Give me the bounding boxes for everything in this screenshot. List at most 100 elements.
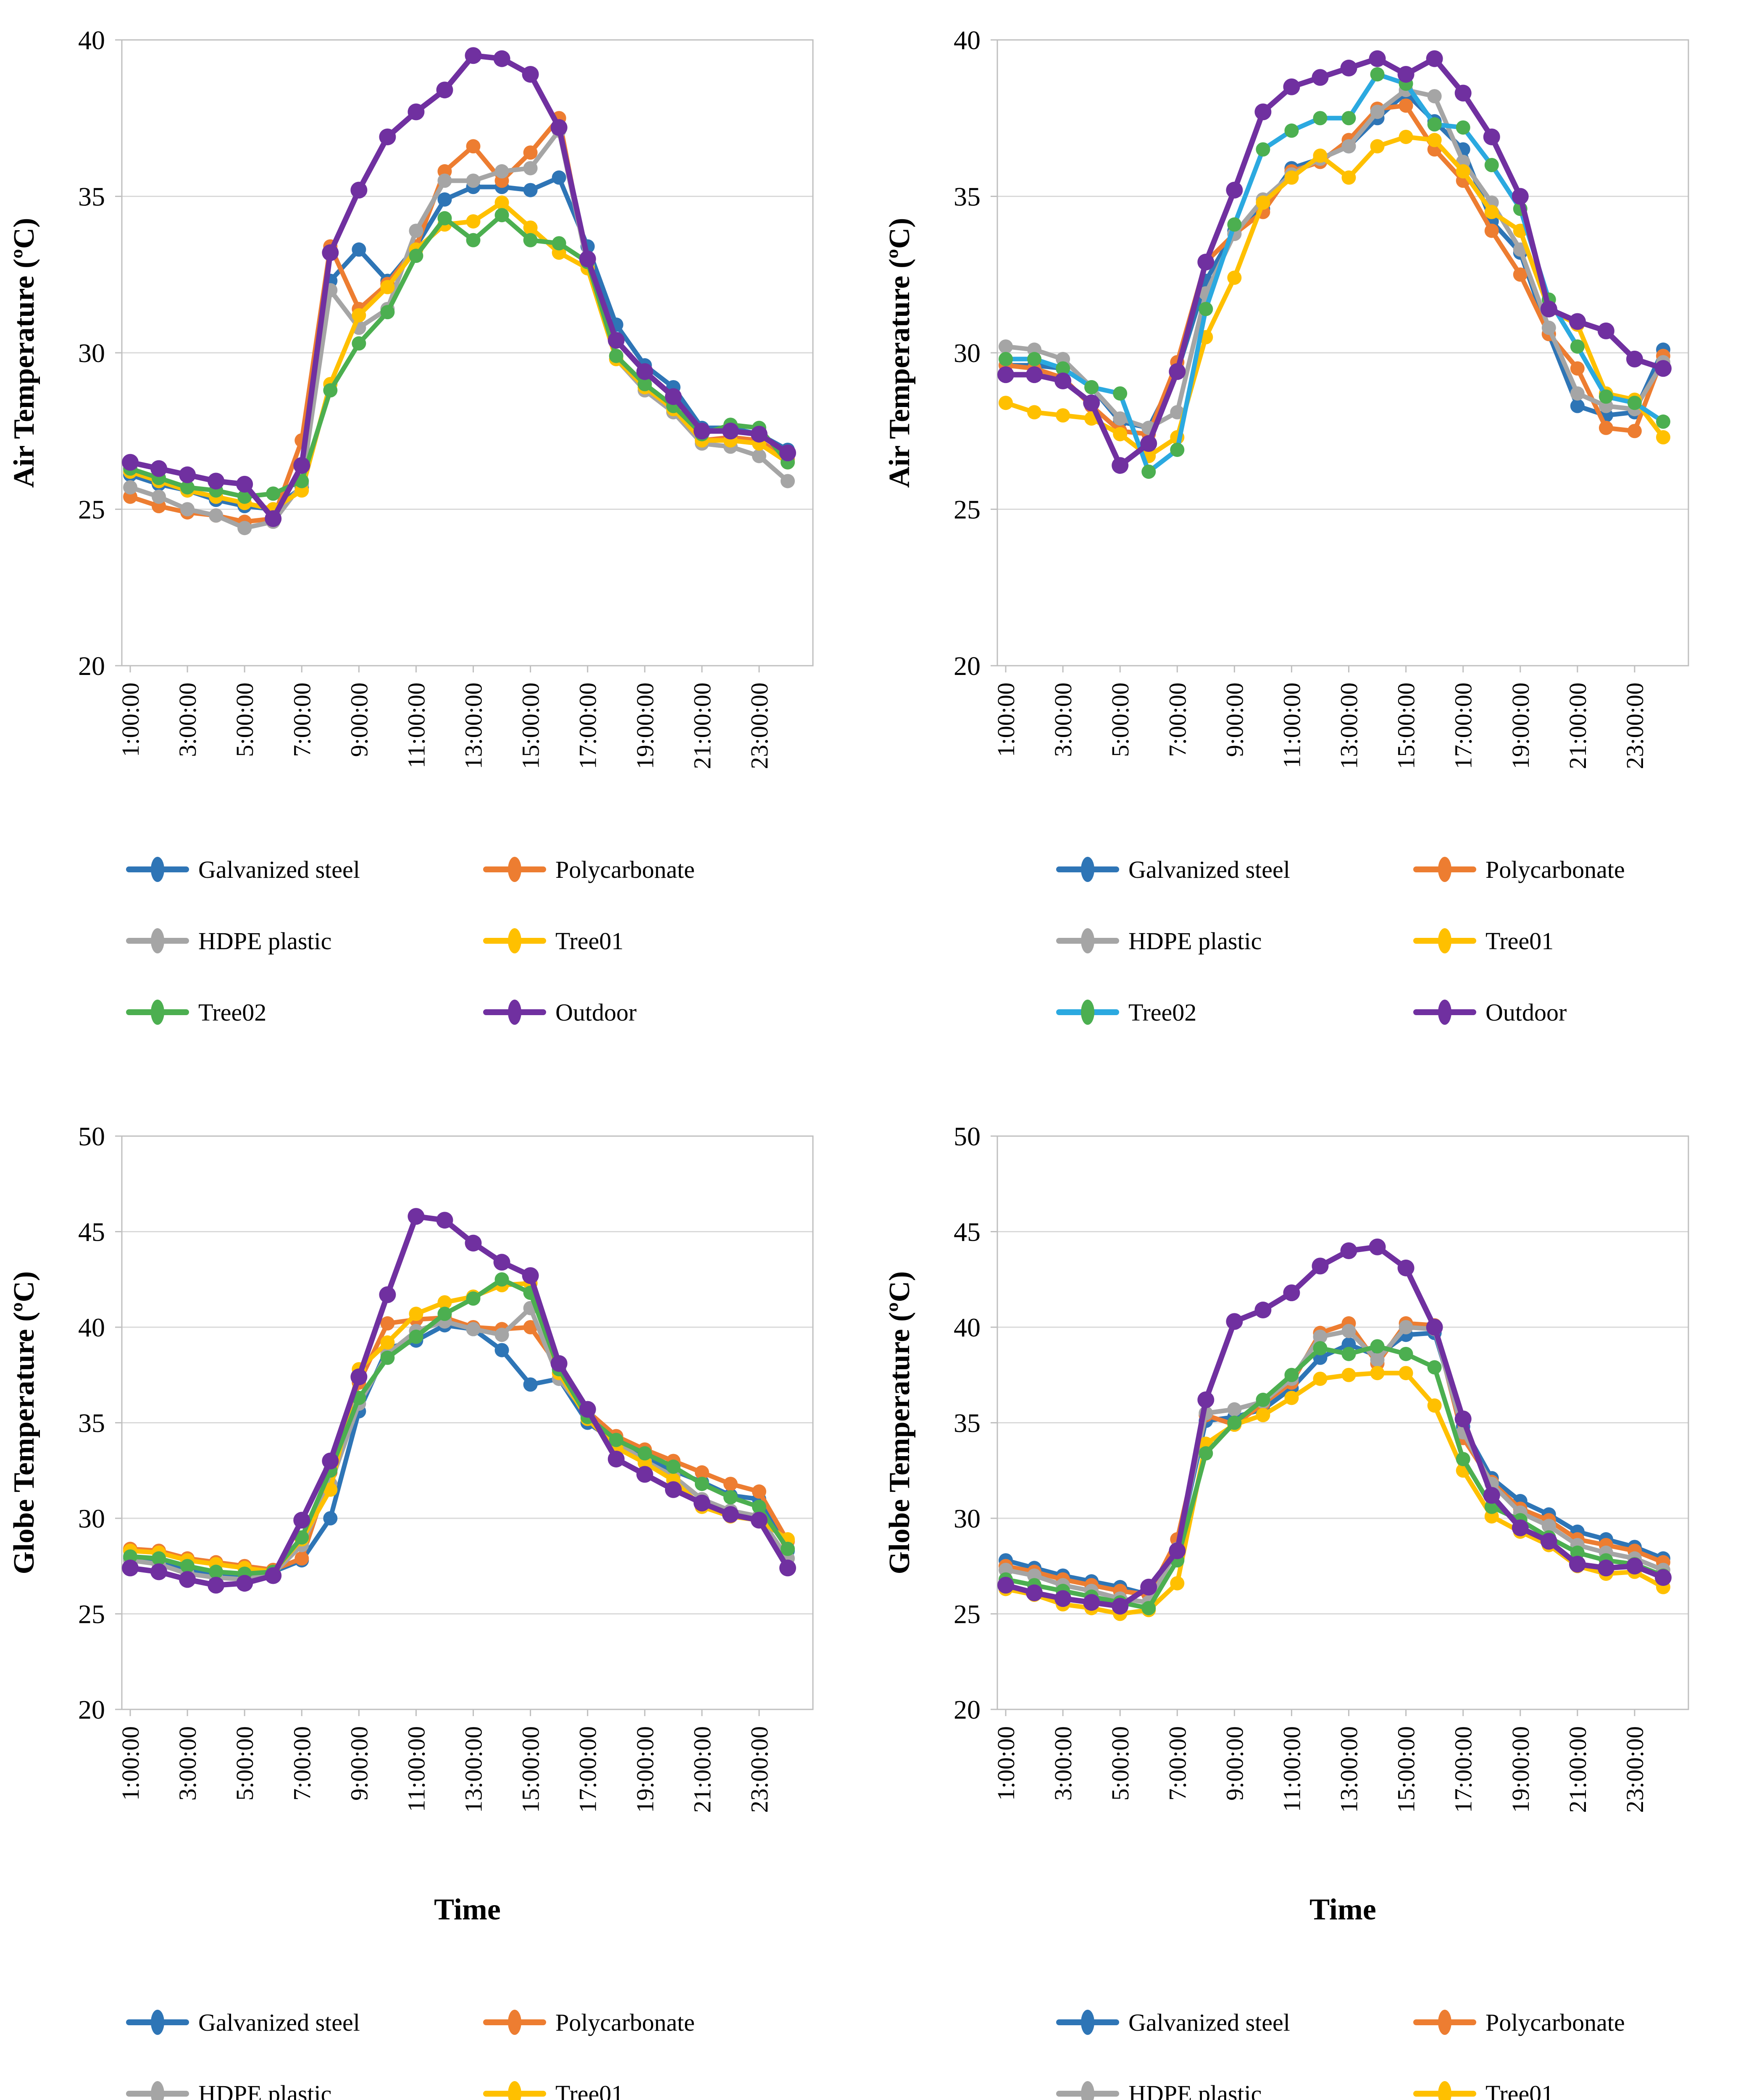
data-point-tree02-h8: [323, 383, 338, 398]
data-point-hdpe-plastic-h14: [1370, 1352, 1385, 1367]
data-point-tree02-h19: [637, 1446, 652, 1461]
data-point-outdoor-h19: [1512, 1519, 1529, 1536]
series-line-polycarbonate: [128, 1315, 790, 1572]
data-point-tree02-h10: [1256, 142, 1270, 157]
legend-marker-hdpe-plastic-icon: [126, 927, 189, 954]
data-point-tree02-h17: [1456, 120, 1470, 135]
data-point-outdoor-h13: [1340, 60, 1357, 77]
data-point-outdoor-h7: [293, 1512, 310, 1529]
data-point-outdoor-h15: [522, 66, 539, 83]
x-tick-label: 23:00:00: [1621, 1726, 1648, 1813]
chart-panel-air-site2: 40 35 30 25 20 1:00:00 3:00:00 5:00:00 7:00:00 9:…: [876, 0, 1751, 834]
data-point-outdoor-h22: [1597, 322, 1614, 339]
legend-item-hdpe-plastic: HDPE plastic: [1056, 905, 1413, 976]
data-point-outdoor-h10: [379, 1286, 396, 1303]
x-tick-label: 9:00:00: [345, 682, 373, 757]
data-point-hdpe-plastic-h11: [409, 223, 423, 238]
series-line-tree02: [1003, 1344, 1666, 1611]
data-point-tree02-h11: [409, 1329, 423, 1344]
series-line-outdoor: [127, 1213, 791, 1588]
data-point-outdoor-h19: [1512, 188, 1529, 205]
data-point-outdoor-h5: [236, 1575, 253, 1592]
y-axis-ticks: 50 45 40 35 30 25 20: [954, 1121, 997, 1725]
data-point-galvanized-steel-h12: [437, 192, 452, 207]
legend-label-tree01: Tree01: [555, 2080, 624, 2100]
data-point-outdoor-h16: [1426, 50, 1443, 67]
data-point-outdoor-h19: [636, 1466, 653, 1483]
data-point-outdoor-h17: [579, 1401, 596, 1418]
legend-marker-hdpe-plastic-icon: [1056, 927, 1119, 954]
data-point-outdoor-h6: [1140, 435, 1157, 452]
x-axis-title: Time: [434, 1893, 501, 1926]
data-point-tree01-h10: [1256, 195, 1270, 210]
x-tick-label: 23:00:00: [1621, 682, 1648, 769]
legend-label-tree01: Tree01: [1485, 2080, 1554, 2100]
x-tick-label: 19:00:00: [1507, 682, 1534, 769]
data-point-tree02-h12: [437, 1307, 452, 1321]
legend-dot: [1081, 1000, 1094, 1025]
x-tick-label: 17:00:00: [574, 1726, 602, 1813]
data-point-tree01-h3: [1056, 408, 1070, 423]
legend-dot: [1438, 2010, 1451, 2035]
data-point-polycarbonate-h23: [752, 1484, 766, 1499]
data-point-tree02-h18: [1484, 158, 1499, 172]
legend-item-outdoor: Outdoor: [483, 976, 840, 1048]
legend-label-galvanized-steel: Galvanized steel: [198, 2008, 360, 2036]
y-axis-ticks: 40 35 30 25 20: [78, 25, 122, 681]
data-point-outdoor-h20: [1540, 1533, 1557, 1550]
data-point-tree02-h21: [694, 1477, 709, 1491]
data-point-outdoor-h16: [550, 119, 568, 136]
data-point-outdoor-h14: [1369, 1238, 1386, 1255]
data-point-tree02-h23: [1627, 396, 1642, 410]
legend-label-polycarbonate: Polycarbonate: [1485, 856, 1625, 883]
data-point-outdoor-h6: [265, 510, 282, 527]
data-point-hdpe-plastic-h20: [1541, 320, 1556, 335]
legend-marker-outdoor-icon: [1413, 999, 1476, 1026]
x-tick-label: 17:00:00: [574, 682, 602, 769]
chart-panel-air-site1: 40 35 30 25 20 1:00:00 3:00:00 5:00:00 7:00:00 9:…: [0, 0, 876, 834]
data-point-polycarbonate-h21: [694, 1465, 709, 1480]
legend-dot: [151, 2010, 164, 2035]
data-point-tree01-h11: [1284, 170, 1299, 185]
data-point-tree01-h12: [1313, 1371, 1328, 1386]
data-point-outdoor-h21: [693, 1494, 710, 1512]
x-tick-label: 7:00:00: [288, 682, 315, 757]
gridlines: [122, 1135, 813, 1614]
data-point-tree02-h14: [1370, 1339, 1385, 1354]
data-point-tree01-h11: [1284, 1391, 1299, 1405]
data-point-hdpe-plastic-h24: [781, 474, 795, 488]
data-point-tree02-h16: [552, 236, 566, 251]
series-tree02: [123, 1272, 795, 1581]
data-point-hdpe-plastic-h13: [1341, 1324, 1356, 1339]
data-point-tree02-h14: [1370, 67, 1385, 81]
data-point-outdoor-h20: [665, 388, 682, 405]
legend-label-polycarbonate: Polycarbonate: [1485, 2008, 1625, 2036]
series-galvanized-steel: [123, 1318, 795, 1585]
data-point-tree02-h6: [1141, 465, 1156, 479]
y-tick-label: 30: [954, 338, 981, 368]
data-point-polycarbonate-h18: [1484, 223, 1499, 238]
data-point-tree02-h3: [1056, 361, 1070, 376]
data-point-outdoor-h8: [1197, 253, 1215, 270]
data-point-outdoor-h19: [636, 363, 653, 380]
data-point-outdoor-h16: [550, 1355, 568, 1372]
data-point-hdpe-plastic-h12: [437, 173, 452, 188]
legend-marker-galvanized-steel-icon: [126, 2009, 189, 2036]
legend-marker-polycarbonate-icon: [483, 2009, 546, 2036]
data-point-outdoor-h9: [1226, 181, 1243, 199]
data-point-tree01-h16: [1427, 133, 1442, 147]
legend-dot: [1081, 857, 1094, 882]
y-tick-label: 50: [954, 1121, 981, 1151]
legend-dot: [151, 2081, 164, 2100]
legend-label-hdpe-plastic: HDPE plastic: [198, 927, 332, 955]
legend-label-galvanized-steel: Galvanized steel: [198, 856, 360, 883]
legend-dot: [1438, 857, 1451, 882]
data-point-outdoor-h13: [1340, 1242, 1357, 1259]
data-point-tree01-h9: [352, 308, 366, 323]
legend-item-tree01: Tree01: [1413, 905, 1751, 976]
data-point-tree01-h14: [494, 195, 509, 210]
series-outdoor: [997, 1238, 1672, 1615]
data-point-hdpe-plastic-h15: [1399, 1320, 1413, 1334]
gridlines: [997, 39, 1688, 510]
